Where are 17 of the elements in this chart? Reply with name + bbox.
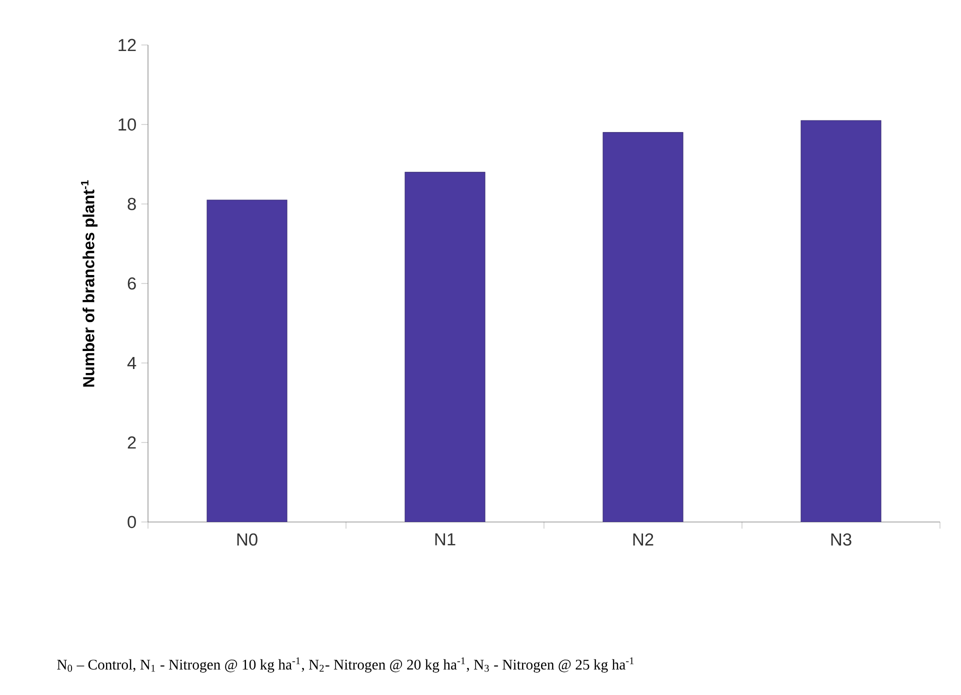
y-tick-label: 0 xyxy=(128,516,136,528)
text: Number of branches plant$^{-1}$ xyxy=(81,180,98,387)
x-tick-label: N1 xyxy=(435,533,456,546)
y-tick-label: 12 xyxy=(118,38,136,52)
y-tick-label: 6 xyxy=(128,277,136,290)
bar xyxy=(800,120,882,522)
bar xyxy=(206,200,288,522)
x-tick-label: N0 xyxy=(237,533,258,546)
y-tick-label: 10 xyxy=(118,118,136,131)
y-tick-label: 4 xyxy=(127,357,136,369)
y-tick-label: 8 xyxy=(128,198,136,210)
bar xyxy=(404,172,486,522)
x-tick-label: N2 xyxy=(633,533,654,546)
x-tick-label: N3 xyxy=(831,533,852,546)
bar xyxy=(602,132,684,522)
text: N$_{0}$ – Control, N$_{1}$ - Nitrogen @ 10 kg ha$^{-1}$, N$_{2}$- Nitrogen @ 20 kg ha$^{-1}$, N$_{3}$ - Nitrogen @ 25 kg ha$^{-1}$ xyxy=(57,657,634,673)
y-tick-label: 2 xyxy=(128,436,136,449)
